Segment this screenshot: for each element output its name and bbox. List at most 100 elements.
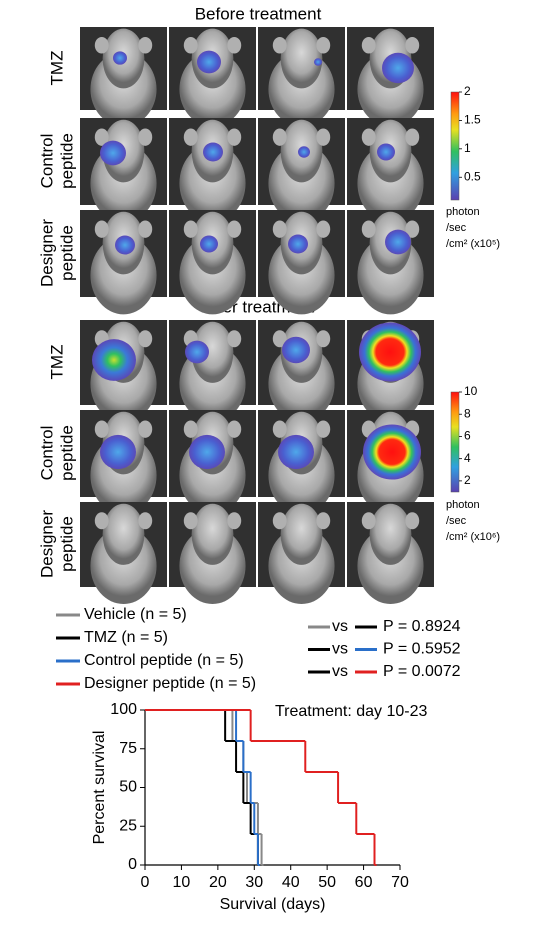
colorbar-unit: photon (446, 499, 480, 511)
mouse-ear (272, 128, 287, 146)
mouse-head (191, 321, 234, 383)
mouse-ear (183, 512, 198, 530)
row-label: peptide (57, 425, 76, 481)
signal (197, 50, 221, 74)
mouse-ear (272, 36, 287, 54)
x-tick-label: 60 (355, 874, 373, 891)
mouse-ear (272, 420, 287, 438)
signal (115, 235, 135, 255)
mouse-ear (227, 330, 242, 348)
row-label: Control (37, 134, 56, 189)
y-tick-label: 100 (110, 701, 137, 718)
signal (382, 52, 414, 84)
signal (100, 434, 136, 470)
row-label: peptide (57, 516, 76, 572)
legend-label: Vehicle (n = 5) (84, 606, 187, 623)
row-label: TMZ (47, 51, 66, 86)
colorbar-unit: /sec (446, 222, 467, 234)
mouse-ear (138, 330, 153, 348)
signal (282, 336, 310, 364)
mouse-ear (94, 128, 109, 146)
legend-label: Control peptide (n = 5) (84, 652, 244, 669)
row-label: Designer (37, 510, 56, 578)
colorbar (450, 391, 460, 493)
mouse-ear (316, 36, 331, 54)
mouse-ear (272, 330, 287, 348)
signal (385, 229, 411, 255)
y-tick-label: 50 (119, 779, 137, 796)
colorbar-unit: photon (446, 206, 480, 218)
mouse-ear (361, 512, 376, 530)
x-axis-title: Survival (days) (220, 896, 326, 913)
mouse-ear (227, 220, 242, 238)
colorbar-tick-label: 2 (464, 473, 471, 487)
mouse-ear (316, 330, 331, 348)
mouse-ear (361, 220, 376, 238)
mouse-ear (94, 512, 109, 530)
mouse-ear (316, 512, 331, 530)
comparison-vs: vs (332, 618, 348, 635)
mouse-ear (183, 220, 198, 238)
mouse-ear (183, 36, 198, 54)
signal (288, 234, 308, 254)
mouse-head (369, 503, 412, 565)
y-tick-label: 75 (119, 740, 137, 757)
colorbar-tick-label: 1 (464, 141, 471, 155)
signal (359, 322, 421, 382)
colorbar-unit: /cm² (x10⁵) (446, 238, 500, 250)
signal (189, 434, 225, 470)
mouse-ear (227, 420, 242, 438)
mouse-head (102, 503, 145, 565)
signal (185, 340, 209, 364)
x-tick-label: 0 (141, 874, 150, 891)
section-title: Before treatment (195, 4, 322, 23)
y-tick-label: 0 (128, 856, 137, 873)
colorbar-unit: /sec (446, 515, 467, 527)
comparison-p: P = 0.8924 (383, 618, 461, 635)
mouse-ear (94, 220, 109, 238)
signal (363, 424, 421, 480)
colorbar-tick-label: 8 (464, 406, 471, 420)
x-tick-label: 30 (245, 874, 263, 891)
row-label: peptide (57, 133, 76, 189)
colorbar-tick-label: 6 (464, 429, 471, 443)
mouse-ear (183, 128, 198, 146)
x-tick-label: 10 (173, 874, 191, 891)
mouse-ear (272, 220, 287, 238)
x-tick-label: 40 (282, 874, 300, 891)
mouse-ear (227, 128, 242, 146)
mouse-ear (272, 512, 287, 530)
mouse-ear (138, 220, 153, 238)
mouse-ear (94, 36, 109, 54)
legend-label: Designer peptide (n = 5) (84, 675, 256, 692)
mouse-ear (316, 128, 331, 146)
mouse-ear (316, 220, 331, 238)
signal (314, 58, 322, 66)
colorbar-tick-label: 2 (464, 84, 471, 98)
signal (298, 146, 310, 158)
signal (200, 235, 218, 253)
row-label: peptide (57, 225, 76, 281)
colorbar-tick-label: 0.5 (464, 169, 481, 183)
mouse-ear (94, 420, 109, 438)
mouse-ear (138, 512, 153, 530)
mouse-ear (138, 36, 153, 54)
mouse-ear (138, 420, 153, 438)
x-tick-label: 20 (209, 874, 227, 891)
comparison-vs: vs (332, 663, 348, 680)
y-axis-title: Percent survival (91, 731, 108, 845)
mouse-ear (405, 220, 420, 238)
x-tick-label: 70 (391, 874, 409, 891)
signal (377, 143, 395, 161)
mouse-ear (138, 128, 153, 146)
signal (100, 140, 126, 166)
comparison-p: P = 0.0072 (383, 663, 461, 680)
colorbar-unit: /cm² (x10⁶) (446, 531, 500, 543)
legend-label: TMZ (n = 5) (84, 629, 168, 646)
mouse-ear (227, 512, 242, 530)
mouse-ear (316, 420, 331, 438)
x-tick-label: 50 (318, 874, 336, 891)
mouse-ear (183, 420, 198, 438)
mouse-ear (405, 36, 420, 54)
